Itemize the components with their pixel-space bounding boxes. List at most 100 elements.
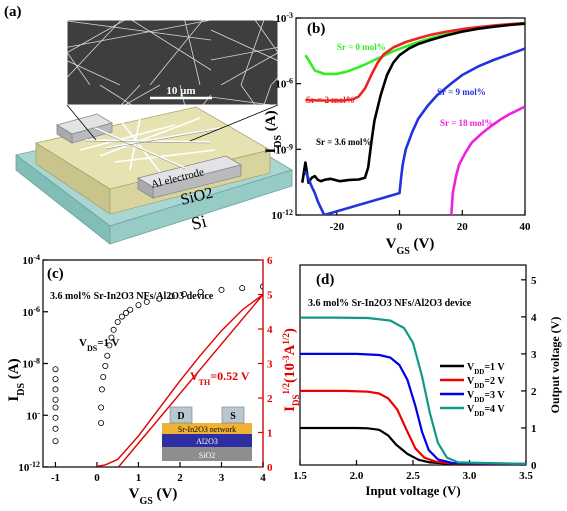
panel-b-series-sr-18-mol bbox=[450, 105, 525, 215]
panel-b-label-sr-18-mol: Sr = 18 mol% bbox=[440, 118, 493, 128]
panel-d-device-label: 3.6 mol% Sr-In2O3 NFs/Al2O3 device bbox=[308, 298, 472, 309]
panel-c-ytick-label: 10- bbox=[26, 408, 40, 423]
panel-c-point bbox=[110, 326, 117, 333]
panel-b-series-sr-3-6-mol bbox=[301, 22, 525, 184]
nanofiber-network bbox=[79, 117, 221, 173]
electrode-left-side bbox=[56, 124, 73, 144]
inset-drain bbox=[169, 406, 193, 424]
panel-b-frame bbox=[295, 17, 526, 216]
panel-d-ytick-label: 3 bbox=[531, 349, 537, 361]
panel-c-xtick-label: 1 bbox=[136, 472, 142, 484]
panel-a-device-schematic: 10 μm (a) Al electrode SiO2 Si bbox=[4, 4, 293, 245]
panel-d-xtick-label: 1.5 bbox=[293, 470, 307, 482]
panel-c-y2tick-label: 6 bbox=[267, 255, 273, 267]
inset-drain-label: D bbox=[177, 411, 184, 422]
panel-c-tag: (c) bbox=[47, 266, 64, 282]
inset-al2o3 bbox=[162, 434, 252, 447]
panel-d-tag: (d) bbox=[316, 272, 334, 288]
panel-c-y2label: IDS1/2(10-3A1/2) bbox=[281, 328, 301, 412]
panel-b-label-sr-9-mol: Sr = 9 mol% bbox=[437, 87, 486, 97]
panel-c-ytick-label: 10-12 bbox=[18, 460, 40, 475]
panel-b-series-sr-2-mol bbox=[305, 21, 525, 102]
panel-b-series-sr-9-mol bbox=[304, 47, 525, 215]
panel-d-ytick-label: 4 bbox=[531, 312, 537, 324]
panel-c-ytick-label: 10-6 bbox=[22, 304, 40, 319]
panel-c-point bbox=[239, 285, 246, 292]
panel-c-point bbox=[52, 366, 59, 373]
panel-c-series-linear-fit bbox=[117, 294, 263, 467]
panel-d-series-v-dd-4-v bbox=[300, 316, 526, 465]
panel-c-y2tick-label: 1 bbox=[267, 428, 273, 440]
panel-b-xtick-label: -20 bbox=[329, 221, 344, 233]
panel-b-ytick-label: 10-3 bbox=[275, 11, 293, 26]
panel-c-point bbox=[52, 438, 59, 445]
panel-d-xtick-label: 3.5 bbox=[519, 470, 533, 482]
zoom-line-left bbox=[66, 104, 97, 141]
panel-c-point bbox=[104, 352, 111, 359]
scale-bar-label: 10 μm bbox=[166, 85, 195, 97]
panel-c-point bbox=[218, 286, 225, 293]
panel-c-point bbox=[108, 334, 115, 341]
panel-c-point bbox=[114, 318, 121, 325]
panel-c-point bbox=[168, 293, 175, 300]
panel-c-point bbox=[106, 342, 113, 349]
panel-b-transfer-curves: -20 0 20 40 10-12 10-9 10-6 10-3 Sr = 0 mol% Sr … bbox=[263, 11, 531, 257]
panel-c-ytick-label: 10-4 bbox=[22, 253, 40, 268]
panel-d-xtick-label: 2.0 bbox=[350, 470, 364, 482]
panel-b-xtick-label: 40 bbox=[520, 221, 532, 233]
panel-b-ylabel: IDS (A) bbox=[263, 110, 284, 153]
panel-d-ytick-label: 1 bbox=[531, 423, 537, 435]
panel-c-y2tick-label: 4 bbox=[267, 324, 273, 336]
panel-d-ylabel: Output voltage (V) bbox=[548, 317, 562, 414]
sem-image-inset bbox=[66, 19, 279, 106]
inset-sio2 bbox=[162, 447, 252, 461]
panel-c-series-i-ds-1-2 bbox=[96, 293, 263, 467]
panel-c-point bbox=[197, 288, 204, 295]
panel-c-xtick-label: 0 bbox=[94, 472, 100, 484]
panel-b-label-sr-0-mol: Sr = 0 mol% bbox=[337, 42, 386, 52]
panel-c-transfer-vth: -1 0 1 2 3 4 10-12 10- 10-8 10-6 10-4 0 1 2 3 4 5 6 D S S… bbox=[6, 253, 301, 507]
panel-c-point bbox=[260, 283, 263, 290]
inset-source-label: S bbox=[230, 411, 236, 422]
panel-c-point bbox=[156, 295, 163, 302]
panel-c-xtick-label: 2 bbox=[177, 472, 183, 484]
panel-c-y2tick-label: 2 bbox=[267, 393, 273, 405]
panel-b-ytick-label: 10-12 bbox=[271, 208, 293, 223]
panel-c-point bbox=[52, 425, 59, 432]
panel-d-xtick-label: 3.0 bbox=[463, 470, 477, 482]
panel-c-point bbox=[52, 396, 59, 403]
panel-c-vds-label: VDS=1 V bbox=[79, 337, 120, 353]
panel-d-xlabel: Input voltage (V) bbox=[365, 483, 460, 498]
panel-c-y2tick-label: 3 bbox=[267, 359, 273, 371]
panel-c-point bbox=[181, 291, 188, 298]
panel-d-legend-label: VDD=3 V bbox=[467, 390, 505, 404]
panel-b-label-sr-3-6-mol: Sr = 3.6 mol% bbox=[316, 137, 371, 147]
panel-c-ytick-label: 10-8 bbox=[22, 356, 40, 371]
panel-c-point bbox=[127, 306, 134, 313]
panel-c-point bbox=[135, 302, 142, 309]
panel-c-point bbox=[102, 362, 109, 369]
panel-b-xtick-label: 0 bbox=[397, 221, 403, 233]
panel-c-point bbox=[52, 414, 59, 421]
panel-d-series-v-dd-3-v bbox=[300, 352, 526, 465]
panel-c-point bbox=[118, 313, 125, 320]
panel-c-xtick-label: 3 bbox=[219, 472, 225, 484]
panel-c-point bbox=[52, 386, 59, 393]
inset-network bbox=[162, 423, 252, 434]
panel-c-point bbox=[98, 419, 105, 426]
si-substrate-front bbox=[109, 169, 293, 245]
panel-c-point bbox=[123, 309, 130, 316]
panel-d-legend-label: VDD=2 V bbox=[467, 376, 505, 390]
panel-c-ylabel: IDS (A) bbox=[6, 358, 27, 401]
panel-d-series-v-dd-2-v bbox=[300, 389, 526, 465]
panel-d-legend-label: VDD=1 V bbox=[467, 362, 505, 376]
panel-a-tag: (a) bbox=[4, 4, 22, 20]
panel-c-point bbox=[98, 404, 105, 411]
panel-d-ytick-label: 5 bbox=[531, 275, 537, 287]
panel-c-point bbox=[52, 404, 59, 411]
panel-c-xtick-label: 4 bbox=[260, 472, 266, 484]
panel-c-xtick-label: -1 bbox=[51, 472, 60, 484]
panel-b-xtick-label: 20 bbox=[457, 221, 469, 233]
panel-d-series-v-dd-1-v bbox=[300, 426, 526, 465]
